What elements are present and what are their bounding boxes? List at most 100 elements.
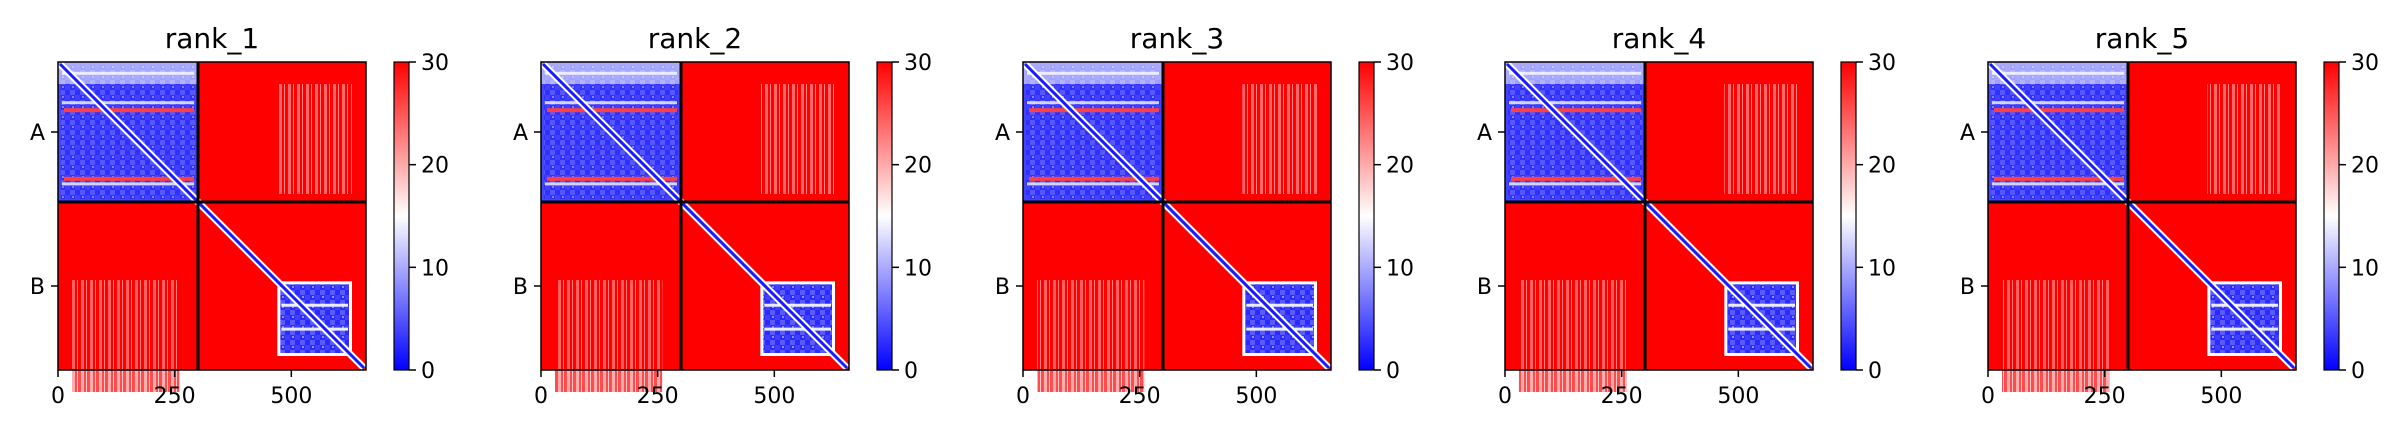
x-tick-label: 0 bbox=[51, 384, 65, 409]
row-label: B bbox=[513, 275, 528, 300]
colorbar-tick-label: 10 bbox=[1386, 256, 1414, 281]
pae-panel-2: rank_2 A B 0 250 500 0 10 20 30 bbox=[513, 22, 932, 409]
heatmap-domain-band-1 bbox=[764, 303, 831, 307]
colorbar-tick-label: 0 bbox=[1868, 359, 1882, 384]
row-label: A bbox=[995, 121, 1010, 146]
row-label: A bbox=[1960, 121, 1975, 146]
heatmap-light-band-3 bbox=[1509, 182, 1641, 186]
colorbar-tick-label: 20 bbox=[2351, 154, 2379, 179]
heatmap-texture-a-b bbox=[1242, 84, 1317, 194]
heatmap-edge-top bbox=[1505, 62, 1645, 84]
heatmap-texture-b-a bbox=[2002, 280, 2110, 392]
heatmap-diagonal bbox=[541, 62, 849, 370]
panel-title: rank_3 bbox=[1130, 22, 1224, 55]
x-tick-label: 500 bbox=[270, 384, 312, 409]
heatmap-band-2 bbox=[547, 176, 677, 181]
heatmap-domain-band-1 bbox=[1246, 303, 1313, 307]
row-label: A bbox=[513, 121, 528, 146]
heatmap-light-band-2 bbox=[1027, 101, 1159, 105]
colorbar-tick-label: 20 bbox=[421, 154, 449, 179]
heatmap-domain-band-2 bbox=[764, 327, 831, 331]
x-tick-label: 500 bbox=[753, 384, 795, 409]
x-tick-label: 500 bbox=[1717, 384, 1759, 409]
heatmap-texture-a-b bbox=[2207, 84, 2282, 194]
heatmap-frame bbox=[57, 61, 367, 371]
pae-panel-1: rank_1 A B 0 250 500 0 10 20 30 bbox=[30, 22, 449, 409]
colorbar-tick-label: 0 bbox=[1386, 359, 1400, 384]
x-tick-label: 500 bbox=[2200, 384, 2242, 409]
colorbar-gradient bbox=[393, 61, 410, 371]
heatmap-light-band-3 bbox=[1992, 182, 2124, 186]
x-tick-label: 250 bbox=[637, 384, 679, 409]
colorbar-tick-label: 0 bbox=[421, 359, 435, 384]
row-label: B bbox=[995, 275, 1010, 300]
panel-title: rank_2 bbox=[648, 22, 742, 55]
heatmap-light-band-2 bbox=[62, 101, 194, 105]
x-tick-label: 250 bbox=[1601, 384, 1643, 409]
colorbar-gradient bbox=[2323, 61, 2340, 371]
x-tick-label: 250 bbox=[2084, 384, 2126, 409]
heatmap-texture-b-a bbox=[1037, 280, 1145, 392]
pae-panel-5: rank_5 A B 0 250 500 0 10 20 30 bbox=[1960, 22, 2379, 409]
heatmap-domain-band-2 bbox=[2211, 327, 2278, 331]
heatmap-texture-b-a bbox=[1519, 280, 1627, 392]
x-tick-label: 0 bbox=[1016, 384, 1030, 409]
row-label: B bbox=[30, 275, 45, 300]
heatmap-light-band-2 bbox=[545, 101, 677, 105]
heatmap-frame bbox=[540, 61, 850, 371]
pae-panel-4: rank_4 A B 0 250 500 0 10 20 30 bbox=[1477, 22, 1896, 409]
heatmap-edge-top bbox=[1988, 62, 2128, 84]
colorbar-tick-label: 30 bbox=[904, 51, 932, 76]
heatmap-light-band-3 bbox=[545, 182, 677, 186]
colorbar-tick-label: 30 bbox=[421, 51, 449, 76]
colorbar: 0 10 20 30 bbox=[393, 51, 449, 384]
colorbar-tick-label: 10 bbox=[1868, 256, 1896, 281]
colorbar-tick-label: 30 bbox=[2351, 51, 2379, 76]
colorbar-tick-label: 10 bbox=[904, 256, 932, 281]
heatmap-light-band-3 bbox=[62, 182, 194, 186]
panel-title: rank_4 bbox=[1612, 22, 1706, 55]
colorbar-gradient bbox=[1358, 61, 1375, 371]
heatmap-band-1 bbox=[1994, 108, 2124, 113]
heatmap-diagonal bbox=[1988, 62, 2296, 370]
x-tick-label: 0 bbox=[1498, 384, 1512, 409]
colorbar: 0 10 20 30 bbox=[876, 51, 932, 384]
colorbar-tick-label: 30 bbox=[1868, 51, 1896, 76]
colorbar-gradient bbox=[1840, 61, 1857, 371]
panel-title: rank_1 bbox=[165, 22, 259, 55]
heatmap-domain-band-1 bbox=[2211, 303, 2278, 307]
colorbar-tick-label: 20 bbox=[1868, 154, 1896, 179]
heatmap-light-band-2 bbox=[1509, 101, 1641, 105]
heatmap-diagonal bbox=[58, 62, 366, 370]
heatmap-light-band-2 bbox=[1992, 101, 2124, 105]
colorbar: 0 10 20 30 bbox=[2323, 51, 2379, 384]
colorbar-tick-label: 30 bbox=[1386, 51, 1414, 76]
colorbar: 0 10 20 30 bbox=[1840, 51, 1896, 384]
colorbar-tick-label: 0 bbox=[2351, 359, 2365, 384]
x-tick-label: 0 bbox=[534, 384, 548, 409]
row-label: B bbox=[1477, 275, 1492, 300]
x-tick-label: 250 bbox=[154, 384, 196, 409]
heatmap-texture-a-b bbox=[760, 84, 835, 194]
x-tick-label: 0 bbox=[1981, 384, 1995, 409]
x-tick-label: 250 bbox=[1119, 384, 1161, 409]
row-label: B bbox=[1960, 275, 1975, 300]
heatmap-domain-band-2 bbox=[1246, 327, 1313, 331]
colorbar-gradient bbox=[876, 61, 893, 371]
panel-title: rank_5 bbox=[2095, 22, 2189, 55]
heatmap-diagonal bbox=[1023, 62, 1331, 370]
row-label: A bbox=[30, 121, 45, 146]
colorbar-tick-label: 20 bbox=[904, 154, 932, 179]
heatmap-domain-band-2 bbox=[1728, 327, 1795, 331]
heatmap-band-2 bbox=[64, 176, 194, 181]
heatmap-texture-b-a bbox=[72, 280, 180, 392]
colorbar-tick-label: 0 bbox=[904, 359, 918, 384]
heatmap-edge-top bbox=[1023, 62, 1163, 84]
heatmap-band-1 bbox=[64, 108, 194, 113]
heatmap-diagonal bbox=[1505, 62, 1813, 370]
heatmap-edge-top bbox=[541, 62, 681, 84]
x-tick-label: 500 bbox=[1235, 384, 1277, 409]
heatmap-band-1 bbox=[1029, 108, 1159, 113]
heatmap-band-1 bbox=[547, 108, 677, 113]
